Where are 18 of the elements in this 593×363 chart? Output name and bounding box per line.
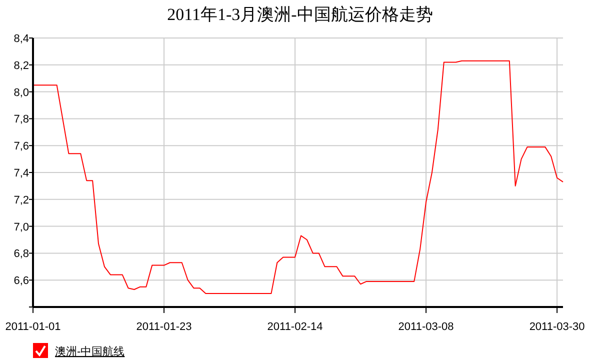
y-tick-label: 6,8: [14, 248, 29, 260]
x-tick-label: 2011-03-30: [529, 321, 585, 333]
y-tick-label: 7,6: [14, 140, 29, 153]
x-tick-label: 2011-03-08: [398, 321, 454, 333]
y-tick-label: 8,2: [14, 60, 29, 72]
chart-title: 2011年1-3月澳洲-中国航运价格走势: [167, 5, 433, 24]
y-tick-label: 8,0: [14, 86, 29, 99]
y-tick-label: 7,8: [14, 114, 29, 126]
y-tick-label: 7,0: [14, 221, 29, 234]
y-tick-label: 7,2: [14, 194, 29, 206]
y-tick-label: 7,4: [14, 168, 29, 180]
y-tick-label: 6,6: [14, 275, 29, 288]
x-tick-label: 2011-02-14: [267, 321, 323, 333]
x-tick-label: 2011-01-01: [5, 321, 61, 333]
legend-label: 澳洲-中国航线: [55, 345, 125, 358]
x-tick-label: 2011-01-23: [136, 321, 192, 333]
y-tick-label: 8,4: [14, 33, 29, 45]
line-series: [32, 60, 564, 294]
